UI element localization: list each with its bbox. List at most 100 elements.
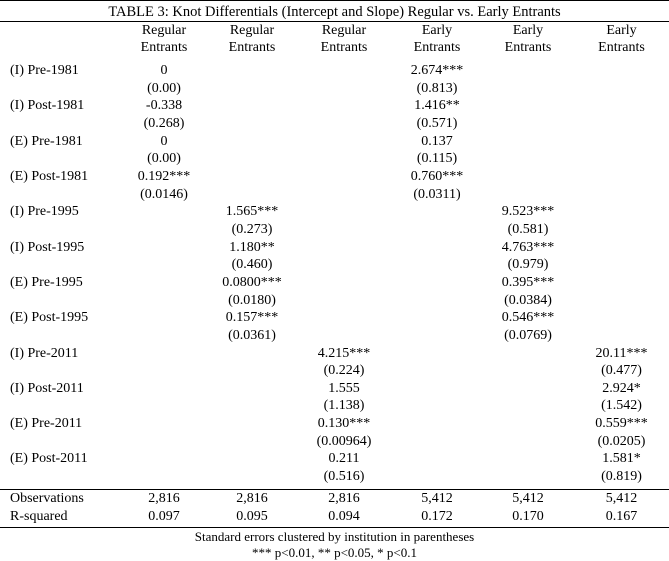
standard-error-cell: (0.00) [147, 80, 181, 96]
coefficient-rows: (I) Pre-1981 0 2.674*** (0.00) (0.813) (I) Po… [0, 62, 669, 486]
row-label-blank [0, 327, 120, 345]
coefficient-cell [392, 274, 482, 292]
coefficient-cell: 20.11*** [595, 345, 648, 361]
standard-error-cell: (0.00964) [316, 433, 372, 449]
stat-label: R-squared [10, 508, 68, 524]
standard-error-cell [208, 186, 296, 204]
standard-error-row: (0.0146) (0.0311) [0, 186, 669, 204]
stats-rule [0, 489, 669, 490]
standard-error-cell [392, 362, 482, 380]
row-label: (I) Pre-1981 [10, 63, 79, 78]
standard-error-cell [208, 362, 296, 380]
coefficient-cell: 1.416** [414, 98, 460, 114]
standard-error-cell [208, 397, 296, 415]
coefficient-cell [392, 415, 482, 433]
standard-error-cell [120, 292, 208, 310]
standard-error-cell [574, 292, 669, 310]
coefficient-cell [120, 203, 208, 221]
title-rule [0, 21, 669, 22]
row-label: (I) Post-1995 [10, 239, 85, 255]
coefficient-cell [296, 309, 392, 327]
stat-value: 0.095 [236, 508, 268, 524]
standard-error-cell: (0.224) [323, 363, 365, 379]
standard-error-cell [482, 80, 574, 98]
coefficient-cell: 9.523*** [501, 204, 555, 220]
coefficient-cell: 1.581* [602, 451, 641, 467]
standard-error-cell [120, 397, 208, 415]
coefficient-cell: 0.546*** [501, 310, 555, 326]
standard-error-row: (0.00) (0.813) [0, 80, 669, 98]
row-label: (I) Post-1981 [10, 98, 85, 114]
standard-error-cell [296, 115, 392, 133]
row-label: (E) Pre-1995 [10, 274, 83, 290]
standard-error-cell [482, 362, 574, 380]
standard-error-cell: (0.0180) [228, 292, 276, 308]
standard-error-cell: (1.542) [601, 398, 642, 414]
standard-error-cell: (0.273) [231, 221, 273, 237]
coefficient-row: (I) Pre-1981 0 2.674*** [0, 62, 669, 80]
standard-error-cell [482, 433, 574, 451]
coefficient-cell [208, 97, 296, 115]
stats-rows: Observations 2,816 2,816 2,816 5,412 5,412 5,4… [0, 490, 669, 525]
coefficient-cell: 0 [160, 133, 168, 149]
standard-error-cell [208, 80, 296, 98]
row-label: (I) Pre-2011 [10, 345, 79, 361]
coefficient-cell [574, 97, 669, 115]
row-label: (E) Post-1981 [10, 168, 89, 184]
standard-error-cell [574, 80, 669, 98]
coefficient-cell [208, 380, 296, 398]
coefficient-cell: 0.137 [421, 133, 453, 149]
coefficient-cell [392, 239, 482, 257]
standard-error-cell: (0.813) [416, 80, 458, 96]
column-header-line1: Early [512, 23, 544, 38]
coefficient-cell [120, 309, 208, 327]
coefficient-cell [574, 62, 669, 80]
header-blank [0, 39, 120, 56]
coefficient-row: (I) Pre-1995 1.565*** 9.523*** [0, 203, 669, 221]
coefficient-cell [392, 203, 482, 221]
stat-value: 5,412 [421, 491, 453, 506]
standard-error-cell [120, 256, 208, 274]
standard-error-cell: (0.00) [147, 151, 181, 167]
standard-error-row: (0.273) (0.581) [0, 221, 669, 239]
coefficient-cell [392, 450, 482, 468]
standard-error-cell [482, 186, 574, 204]
coefficient-cell [482, 450, 574, 468]
coefficient-cell [296, 239, 392, 257]
column-header-line1: Regular [141, 23, 187, 38]
column-header-line2: Entrants [413, 40, 461, 55]
coefficient-cell [392, 380, 482, 398]
coefficient-cell [296, 203, 392, 221]
row-label-blank [0, 468, 120, 486]
standard-error-row: (0.268) (0.571) [0, 115, 669, 133]
row-label-blank [0, 433, 120, 451]
coefficient-cell [120, 274, 208, 292]
coefficient-cell [120, 239, 208, 257]
coefficient-cell [120, 345, 208, 363]
column-headers: Regular Regular Regular Early Early Early Ent… [0, 22, 669, 56]
coefficient-cell [392, 345, 482, 363]
coefficient-cell [296, 97, 392, 115]
coefficient-row: (I) Post-1995 1.180** 4.763*** [0, 239, 669, 257]
standard-error-cell: (0.0205) [597, 433, 646, 449]
coefficient-cell [482, 380, 574, 398]
coefficient-cell [120, 380, 208, 398]
coefficient-cell [208, 415, 296, 433]
standard-error-cell: (0.0311) [413, 186, 461, 202]
coefficient-cell: 0.192*** [137, 168, 191, 184]
coefficient-cell: 0.559*** [595, 416, 648, 432]
coefficient-cell [574, 168, 669, 186]
standard-error-cell [392, 433, 482, 451]
stat-value: 0.172 [421, 508, 453, 524]
coefficient-cell [574, 239, 669, 257]
coefficient-cell [208, 450, 296, 468]
standard-error-cell [482, 397, 574, 415]
coefficient-cell [392, 309, 482, 327]
standard-error-cell: (0.516) [323, 469, 365, 485]
coefficient-row: (I) Pre-2011 4.215*** 20.11*** [0, 345, 669, 363]
standard-error-cell [482, 150, 574, 168]
standard-error-cell [574, 221, 669, 239]
standard-error-cell [120, 468, 208, 486]
coefficient-cell: 0.130*** [317, 416, 371, 432]
standard-error-cell [296, 327, 392, 345]
